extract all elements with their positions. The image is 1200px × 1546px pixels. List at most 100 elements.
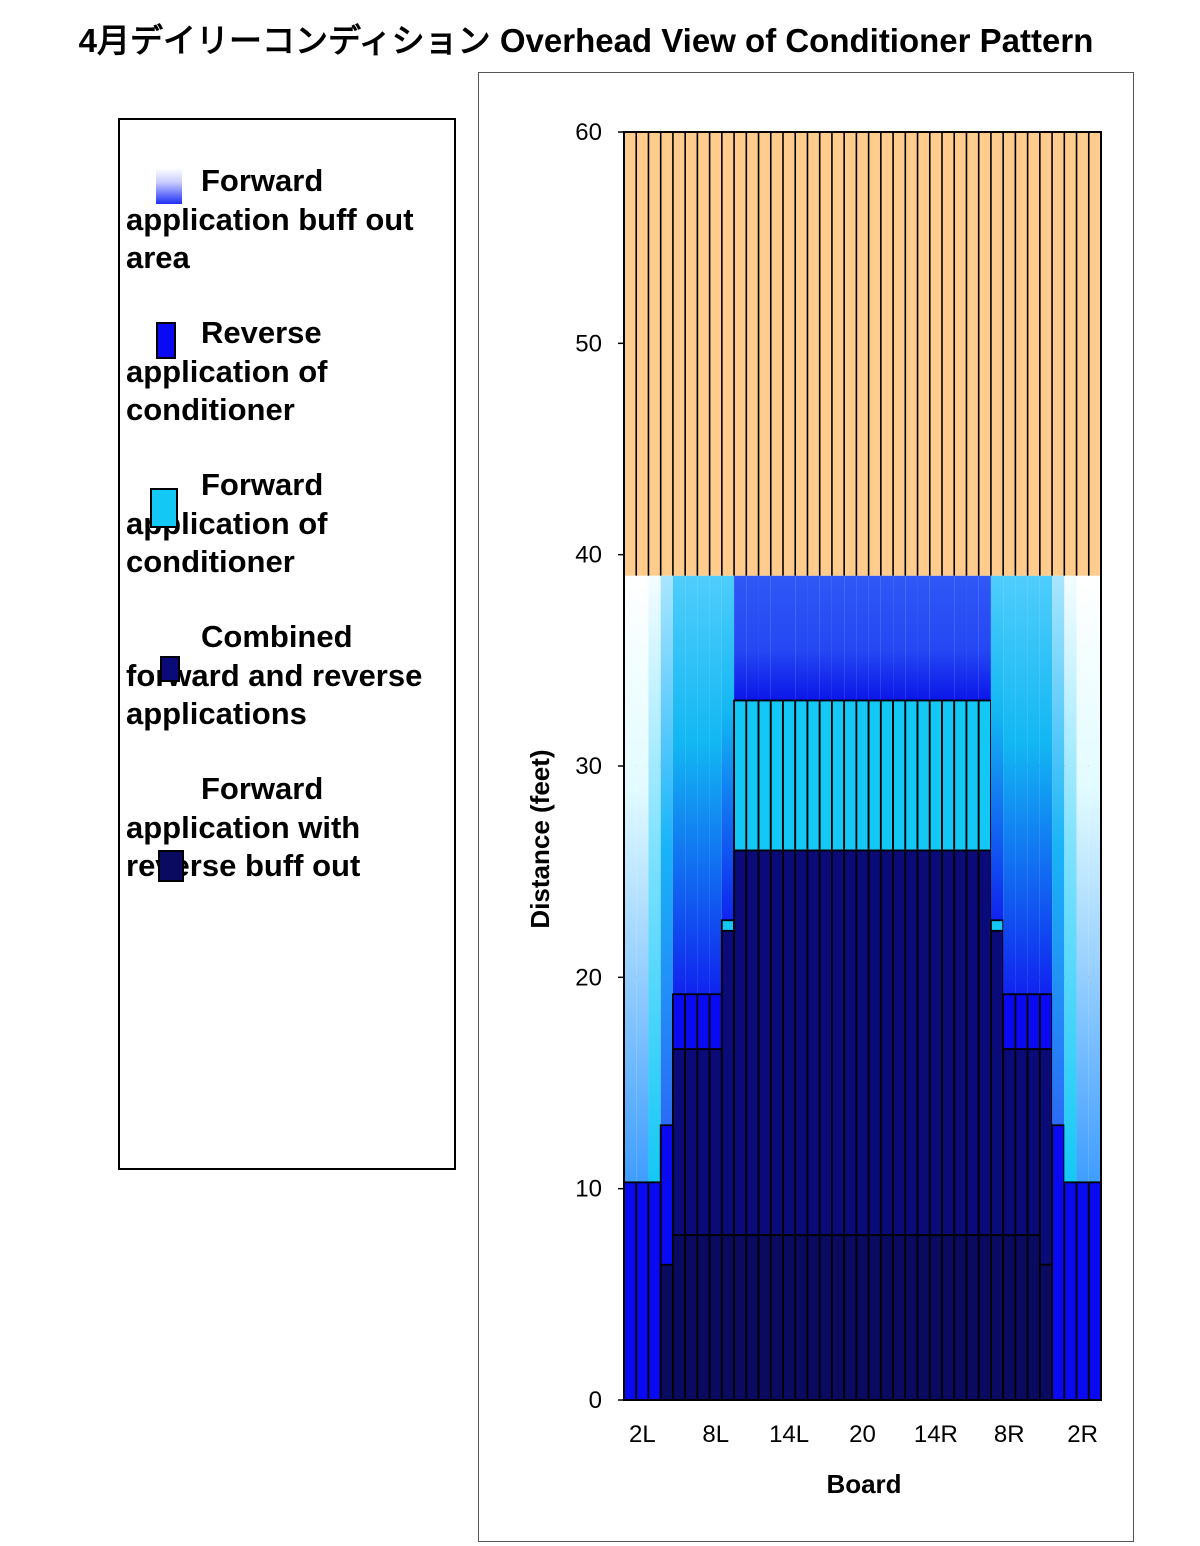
legend-swatch-buff-out bbox=[156, 168, 182, 204]
bar-forward-12L bbox=[757, 699, 772, 852]
legend-swatch-reverse bbox=[156, 322, 176, 359]
bar-buff-19L bbox=[844, 575, 857, 701]
bar-forward-rev-buff-12L bbox=[757, 1234, 772, 1401]
bar-forward-16L bbox=[806, 699, 821, 852]
x-axis-ticks: 2L 8L 14L 20 14R 8R 2R bbox=[629, 1421, 1098, 1448]
bar-buff-1R bbox=[1088, 575, 1101, 1183]
bar-buff-11R bbox=[966, 575, 979, 701]
bar-forward-12R bbox=[953, 699, 968, 852]
bar-forward-rev-buff-18R bbox=[879, 1234, 894, 1401]
bar-buff-16R bbox=[905, 575, 918, 701]
bar-combined-18L bbox=[831, 849, 846, 1237]
bar-forward-rev-buff-4L bbox=[659, 1263, 674, 1401]
bar-buff-2R bbox=[1076, 575, 1089, 1183]
bar-forward-18L bbox=[831, 699, 846, 852]
bar-combined-11R bbox=[965, 849, 980, 1237]
bar-reverse-8L bbox=[708, 993, 723, 1051]
bar-reverse-8R bbox=[1002, 993, 1017, 1051]
bar-combined-8L bbox=[708, 1048, 723, 1237]
legend-item-buff-out: Forward application buff out area bbox=[126, 162, 452, 278]
bar-reverse-7R bbox=[1014, 993, 1029, 1051]
x-tick-label: 8R bbox=[994, 1421, 1025, 1448]
bar-forward-rev-buff-10L bbox=[733, 1234, 748, 1401]
bar-buff-17R bbox=[893, 575, 906, 701]
bar-buff-5L bbox=[672, 575, 686, 995]
bar-forward-rev-buff-20 bbox=[855, 1234, 870, 1401]
legend-swatch-forward bbox=[150, 488, 178, 528]
bar-forward-20 bbox=[855, 699, 870, 852]
bar-forward-rev-buff-5L bbox=[672, 1234, 687, 1401]
bar-buff-2L bbox=[636, 575, 649, 1183]
chart-title: 4月デイリーコンディション Overhead View of Condition… bbox=[78, 22, 1094, 59]
y-tick-label: 40 bbox=[575, 542, 602, 569]
x-tick-label: 20 bbox=[849, 1421, 876, 1448]
bar-forward-rev-buff-18L bbox=[831, 1234, 846, 1401]
x-tick-label: 8L bbox=[702, 1421, 729, 1448]
bar-buff-12L bbox=[758, 575, 771, 701]
bar-forward-rev-buff-8R bbox=[1002, 1234, 1017, 1401]
bar-reverse-3L bbox=[647, 1181, 662, 1401]
bar-combined-9R bbox=[990, 929, 1005, 1237]
bar-forward-16R bbox=[904, 699, 919, 852]
bar-reverse-5L bbox=[672, 993, 687, 1051]
bar-forward-9L bbox=[720, 919, 735, 932]
y-tick-label: 30 bbox=[575, 753, 602, 780]
bar-combined-18R bbox=[879, 849, 894, 1237]
bar-buff-16L bbox=[807, 575, 820, 701]
bar-forward-rev-buff-17L bbox=[818, 1234, 833, 1401]
legend-label-buff-out: Forward application buff out area bbox=[126, 163, 414, 275]
oil-free-area bbox=[624, 132, 1101, 576]
bar-forward-11R bbox=[965, 699, 980, 852]
bar-combined-17R bbox=[892, 849, 907, 1237]
bar-forward-rev-buff-10R bbox=[977, 1234, 992, 1401]
bar-forward-14R bbox=[928, 699, 943, 852]
bar-buff-19R bbox=[868, 575, 881, 701]
bar-combined-19R bbox=[867, 849, 882, 1237]
chart-frame: 0 10 20 30 40 50 60 2L 8L 14L 20 14R 8R 2R Distance … bbox=[478, 72, 1134, 1542]
bar-buff-3L bbox=[648, 575, 661, 1183]
bar-forward-rev-buff-14L bbox=[782, 1234, 797, 1401]
bar-forward-rev-buff-11L bbox=[745, 1234, 760, 1401]
bar-forward-rev-buff-15R bbox=[916, 1234, 931, 1401]
bar-forward-rev-buff-5R bbox=[1038, 1263, 1053, 1401]
oil-free-region bbox=[623, 132, 1102, 576]
bar-combined-14R bbox=[928, 849, 943, 1237]
y-axis-ticks: 0 10 20 30 40 50 60 bbox=[575, 119, 624, 1414]
bar-combined-15R bbox=[916, 849, 931, 1237]
bar-forward-rev-buff-16R bbox=[904, 1234, 919, 1401]
bar-reverse-7L bbox=[696, 993, 711, 1051]
bar-buff-17L bbox=[819, 575, 832, 701]
bar-forward-rev-buff-7R bbox=[1014, 1234, 1029, 1401]
bar-combined-19L bbox=[843, 849, 858, 1237]
bar-reverse-4R bbox=[1051, 1124, 1066, 1401]
y-tick-label: 50 bbox=[575, 330, 602, 357]
bar-forward-10L bbox=[733, 699, 748, 852]
bar-reverse-1R bbox=[1087, 1181, 1102, 1401]
bar-forward-rev-buff-6R bbox=[1026, 1234, 1041, 1401]
bar-combined-12L bbox=[757, 849, 772, 1237]
bar-forward-17R bbox=[892, 699, 907, 852]
bar-reverse-6R bbox=[1026, 993, 1041, 1051]
y-tick-label: 10 bbox=[575, 1176, 602, 1203]
bar-forward-11L bbox=[745, 699, 760, 852]
bar-forward-rev-buff-13L bbox=[769, 1234, 784, 1401]
x-tick-label: 14L bbox=[769, 1421, 809, 1448]
bar-buff-11L bbox=[746, 575, 759, 701]
bar-forward-15R bbox=[916, 699, 931, 852]
bar-forward-rev-buff-13R bbox=[941, 1234, 956, 1401]
bar-combined-5L bbox=[672, 1048, 687, 1237]
bar-combined-16L bbox=[806, 849, 821, 1237]
x-tick-label: 2R bbox=[1067, 1421, 1098, 1448]
bar-reverse-1L bbox=[623, 1181, 638, 1401]
x-tick-label: 2L bbox=[629, 1421, 656, 1448]
bar-buff-14L bbox=[783, 575, 796, 701]
y-axis-title: Distance (feet) bbox=[525, 749, 555, 928]
chart-plot: 0 10 20 30 40 50 60 2L 8L 14L 20 14R 8R 2R Distance … bbox=[525, 119, 1102, 1499]
bar-buff-10L bbox=[734, 575, 747, 701]
legend-swatch-combined bbox=[160, 656, 180, 682]
bar-combined-7L bbox=[696, 1048, 711, 1237]
bar-combined-9L bbox=[720, 929, 735, 1237]
bar-buff-4L bbox=[660, 575, 673, 1126]
bar-forward-14L bbox=[782, 699, 797, 852]
y-tick-label: 60 bbox=[575, 119, 602, 146]
